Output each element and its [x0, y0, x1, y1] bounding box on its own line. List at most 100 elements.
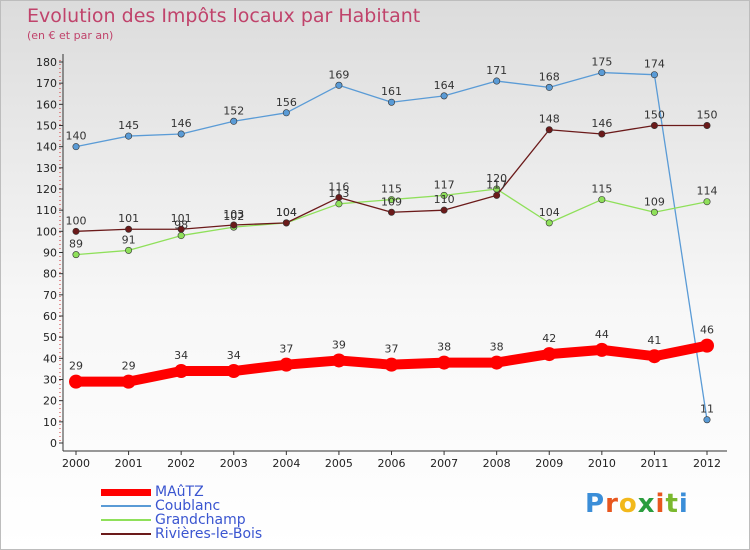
x-tick-label: 2006	[378, 457, 406, 470]
data-label: 148	[539, 113, 560, 126]
data-label: 140	[66, 130, 87, 143]
x-tick-label: 2004	[272, 457, 300, 470]
data-point	[700, 338, 714, 353]
data-point	[282, 219, 290, 227]
data-label: 38	[437, 341, 451, 354]
data-label: 11	[700, 403, 714, 416]
data-label: 101	[171, 212, 192, 225]
y-tick-label: 30	[43, 374, 57, 387]
data-label: 168	[539, 70, 560, 83]
x-tick-label: 2009	[535, 457, 563, 470]
y-tick-label: 110	[36, 204, 57, 217]
data-point	[331, 353, 346, 368]
legend-swatch	[101, 489, 151, 496]
data-point	[440, 206, 448, 214]
x-tick-label: 2001	[115, 457, 143, 470]
logo-letter: i	[655, 489, 666, 519]
data-label: 39	[332, 338, 346, 351]
data-label: 101	[118, 212, 139, 225]
y-tick-label: 90	[43, 247, 57, 260]
data-point	[703, 416, 711, 424]
chart-subtitle: (en € et par an)	[27, 29, 114, 42]
data-label: 29	[122, 360, 136, 373]
y-tick-label: 180	[36, 56, 57, 69]
y-tick-label: 0	[50, 437, 57, 450]
data-point	[177, 232, 185, 240]
legend-swatch	[101, 505, 151, 507]
y-tick-label: 60	[43, 310, 57, 323]
y-tick-label: 150	[36, 120, 57, 133]
data-label: 42	[542, 332, 556, 345]
x-tick-label: 2007	[430, 457, 458, 470]
series-1: 140 145 146 152 156 169 161 164 171 168 175 174 11	[66, 56, 714, 424]
x-tick-label: 2005	[325, 457, 353, 470]
data-label: 91	[122, 233, 136, 246]
legend-item: Rivières-le-Bois	[101, 526, 301, 542]
data-point	[493, 77, 501, 85]
data-point	[387, 196, 395, 204]
data-point	[493, 191, 501, 199]
data-label: 174	[644, 58, 665, 71]
data-point	[545, 83, 553, 91]
data-point	[177, 130, 185, 138]
data-label: 100	[66, 214, 87, 227]
data-label: 169	[328, 68, 349, 81]
data-label: 109	[381, 195, 402, 208]
data-label: 116	[328, 180, 349, 193]
data-point	[489, 355, 504, 370]
y-tick-label: 130	[36, 162, 57, 175]
data-label: 104	[539, 206, 560, 219]
logo-letter: P	[585, 489, 606, 519]
data-point	[384, 357, 399, 372]
x-tick-label: 2011	[640, 457, 668, 470]
legend-item: MAûTZ	[101, 484, 301, 500]
data-point	[594, 342, 609, 357]
logo-letter: r	[605, 489, 619, 519]
data-point	[121, 374, 136, 389]
legend-swatch	[101, 533, 151, 535]
y-tick-label: 120	[36, 183, 57, 196]
data-point	[335, 81, 343, 89]
data-label: 37	[385, 343, 399, 356]
data-label: 102	[223, 210, 244, 223]
data-label: 114	[697, 185, 718, 198]
data-label: 34	[174, 349, 188, 362]
data-point	[598, 69, 606, 77]
data-label: 44	[595, 328, 609, 341]
data-label: 150	[644, 109, 665, 122]
data-point	[598, 196, 606, 204]
legend-label: MAûTZ	[155, 484, 204, 500]
data-label: 104	[276, 206, 297, 219]
data-label: 34	[227, 349, 241, 362]
data-point	[335, 193, 343, 201]
data-label: 41	[647, 334, 661, 347]
data-point	[226, 364, 241, 379]
chart-legend: MAûTZ Coublanc Grandchamp Rivières-le-Bois	[101, 484, 301, 542]
y-tick-label: 20	[43, 395, 57, 408]
data-point	[440, 92, 448, 100]
y-tick-label: 140	[36, 141, 57, 154]
y-tick-label: 160	[36, 98, 57, 111]
data-label: 120	[486, 172, 507, 185]
proxiti-logo: Proxiti	[585, 489, 689, 519]
data-point	[387, 98, 395, 106]
data-label: 37	[279, 343, 293, 356]
data-point	[125, 132, 133, 140]
data-point	[437, 355, 452, 370]
data-point	[545, 219, 553, 227]
data-point	[703, 122, 711, 130]
x-tick-label: 2012	[693, 457, 721, 470]
data-point	[177, 225, 185, 233]
data-label: 104	[276, 206, 297, 219]
data-label: 146	[591, 117, 612, 130]
data-label: 89	[69, 238, 83, 251]
legend-swatch	[101, 519, 151, 521]
data-point	[125, 225, 133, 233]
data-point	[387, 208, 395, 216]
y-tick-label: 40	[43, 352, 57, 365]
series-0: 29 29 34 34 37 39 37 38 38 42 44 41 46	[69, 324, 714, 389]
chart-title: Evolution des Impôts locaux par Habitant	[27, 5, 421, 27]
logo-letter: x	[637, 489, 656, 519]
y-tick-label: 100	[36, 225, 57, 238]
